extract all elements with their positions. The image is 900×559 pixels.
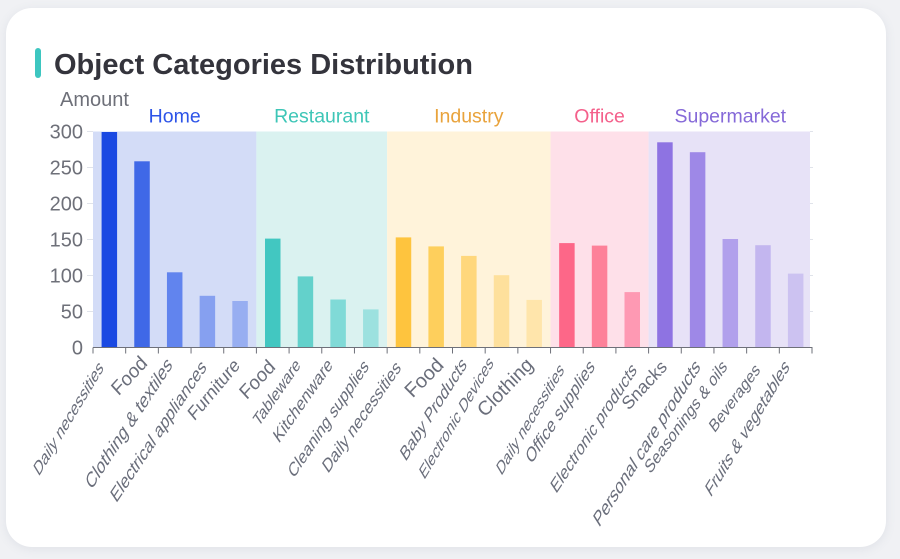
svg-text:Amount: Amount	[60, 89, 129, 111]
svg-text:250: 250	[50, 158, 83, 180]
svg-text:50: 50	[61, 302, 83, 324]
svg-text:Restaurant: Restaurant	[274, 106, 370, 128]
svg-text:0: 0	[72, 338, 83, 360]
svg-text:Supermarket: Supermarket	[674, 106, 786, 128]
svg-text:Office: Office	[574, 106, 625, 128]
svg-text:Industry: Industry	[434, 106, 504, 128]
svg-text:Home: Home	[149, 106, 201, 128]
svg-text:300: 300	[50, 122, 83, 144]
svg-text:150: 150	[50, 230, 83, 252]
svg-text:200: 200	[50, 194, 83, 216]
svg-text:100: 100	[50, 266, 83, 288]
